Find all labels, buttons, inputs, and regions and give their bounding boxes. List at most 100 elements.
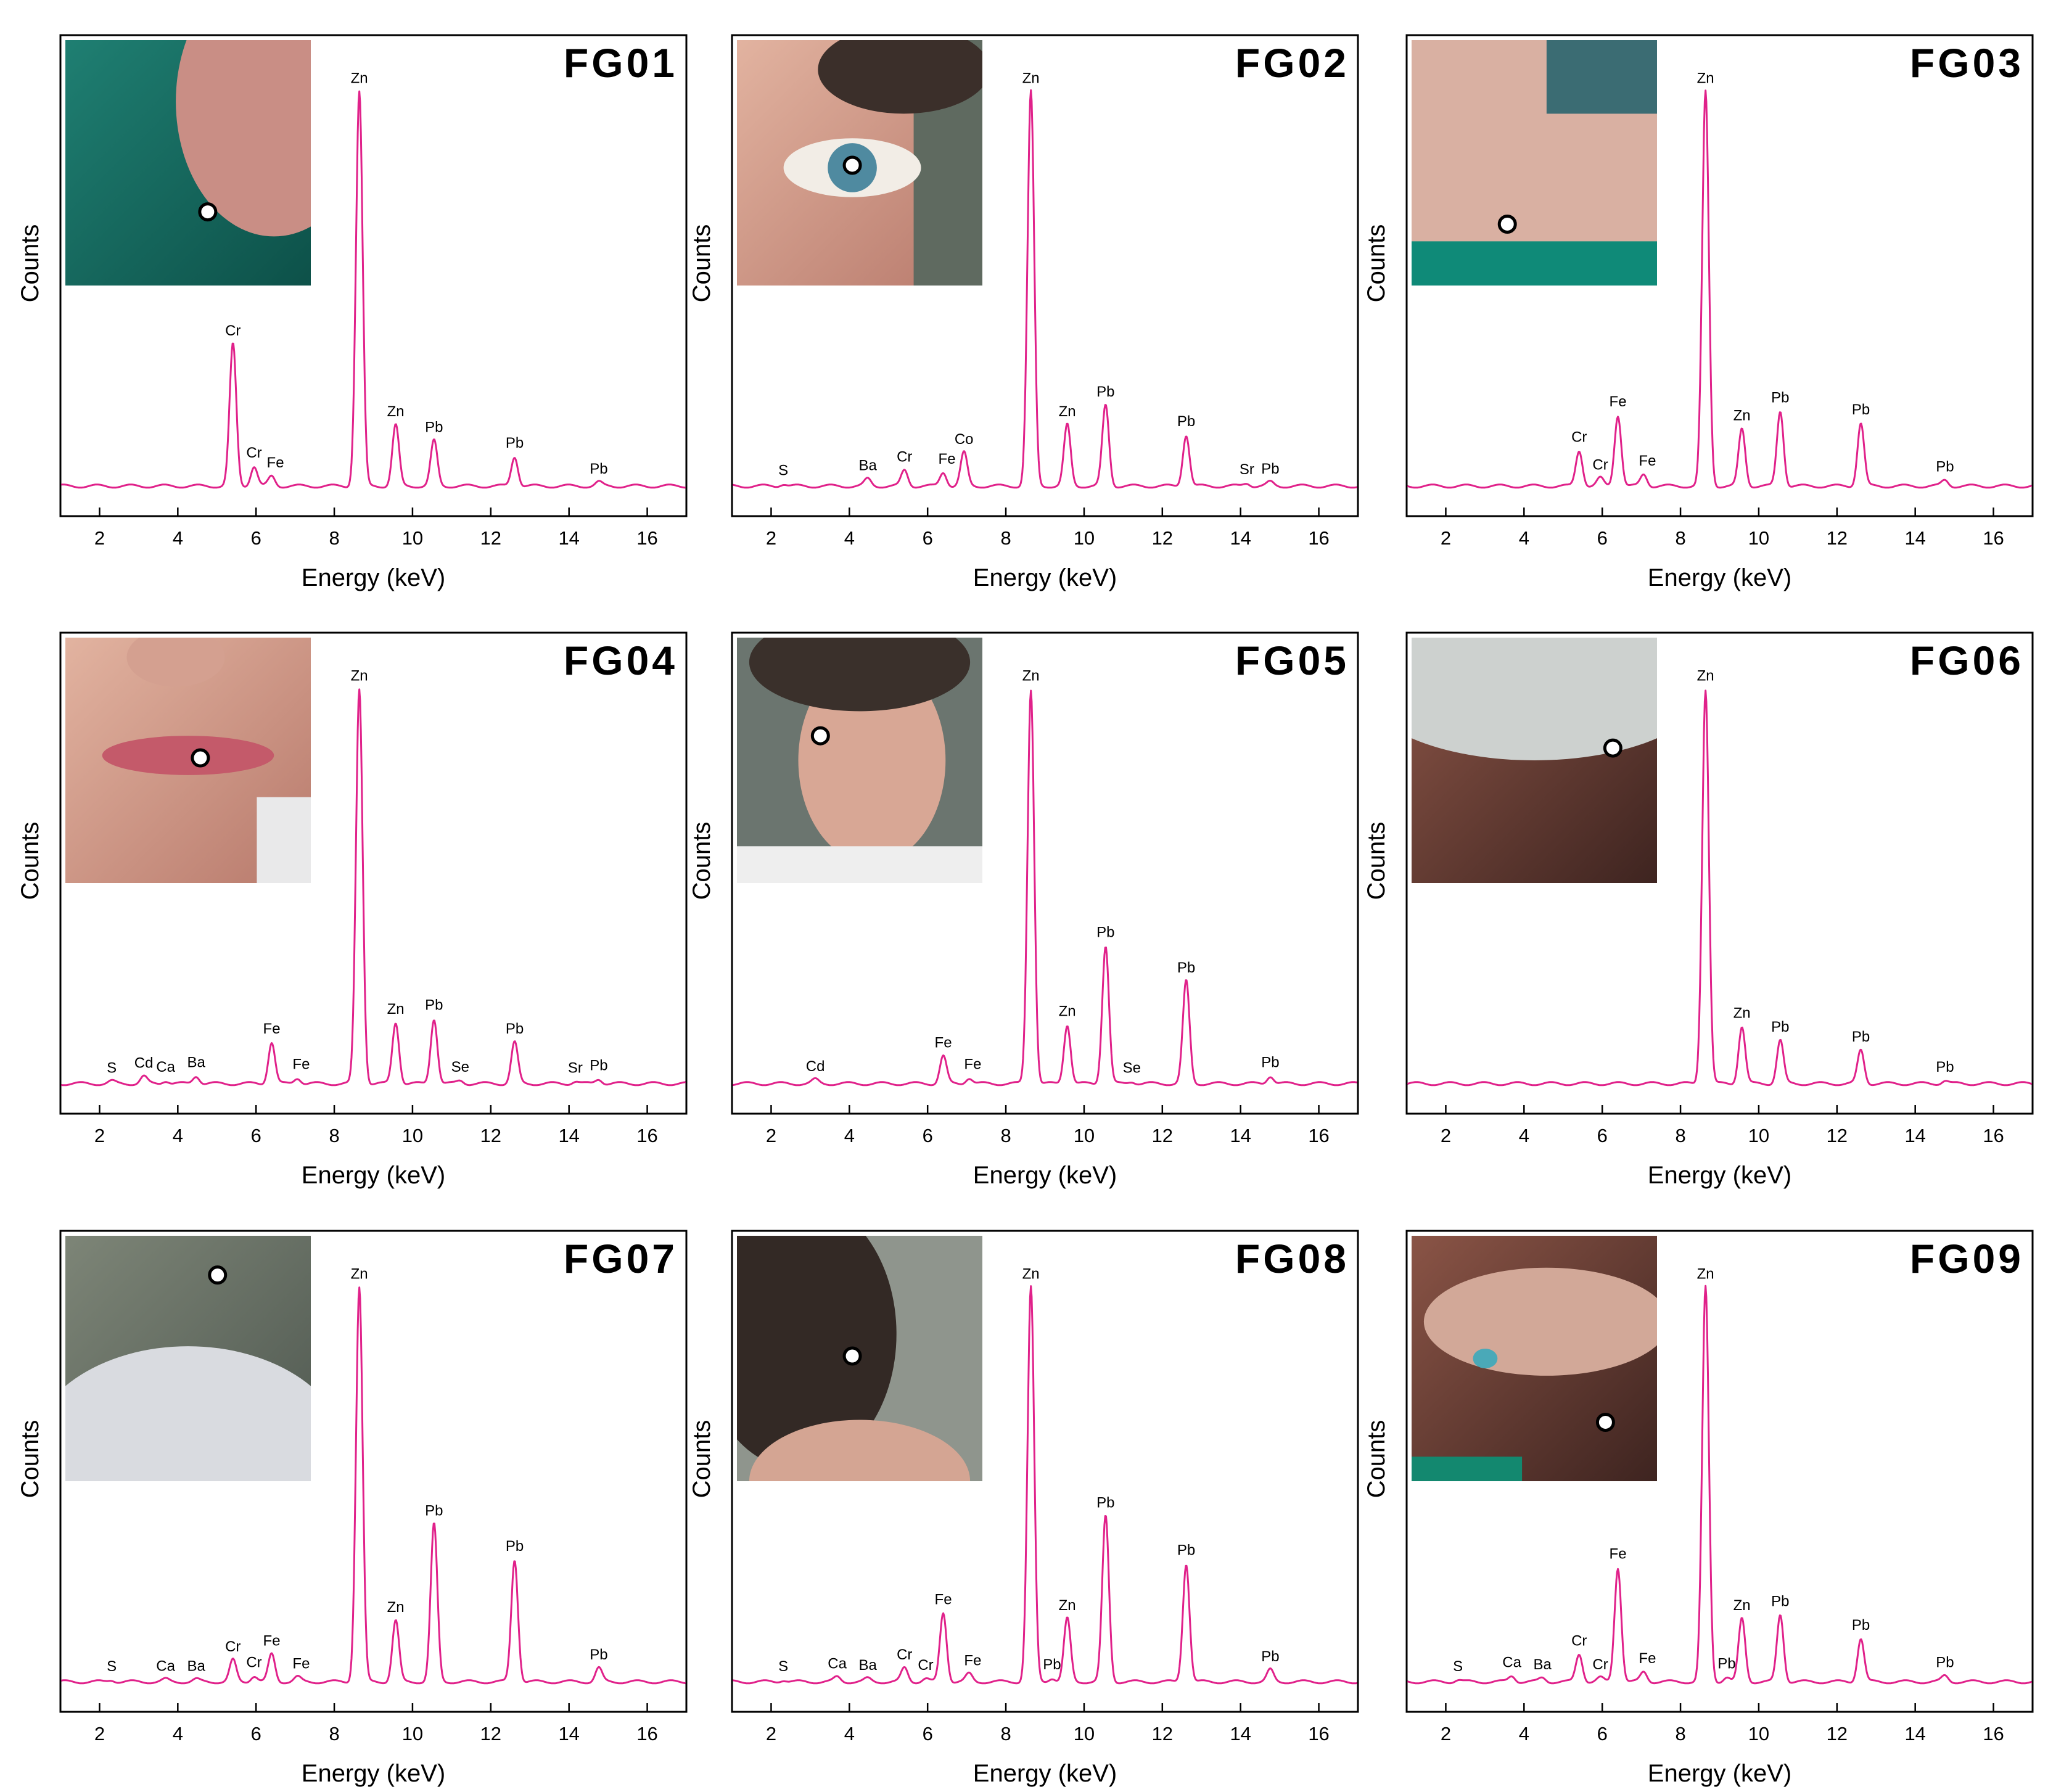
x-tick-label: 2 [766,527,776,549]
panel-title: FG07 [564,1236,678,1281]
peak-label: Cr [1592,1656,1608,1673]
spectrum-line [1407,89,2033,489]
x-tick-label: 16 [1308,1125,1329,1146]
x-tick-label: 4 [173,1723,183,1745]
sample-point-marker [1497,215,1517,234]
peak-label: Pb [506,1021,524,1037]
peak-label: S [107,1658,117,1675]
peak-label: Zn [387,403,405,420]
peak-label: Pb [1177,960,1195,976]
x-tick-label: 14 [1230,1125,1251,1146]
peak-label: Fe [292,1656,310,1672]
inset-photo [65,40,311,286]
peak-label: Pb [1852,1029,1870,1045]
peak-label: Pb [425,1502,443,1519]
x-tick-label: 8 [1675,527,1685,549]
peak-label: Fe [267,454,284,471]
x-tick-label: 12 [1152,1723,1173,1745]
peak-label: Zn [1697,668,1714,684]
peak-label: Pb [425,419,443,436]
peak-label: Ca [156,1658,175,1674]
x-axis-title: Energy (keV) [1648,1760,1791,1787]
plot-frame [1405,34,2034,517]
x-tick-label: 12 [1827,1723,1848,1745]
y-axis-title: Counts [688,822,715,900]
spectrum-line [61,1286,686,1685]
x-axis-title: Energy (keV) [302,1760,445,1787]
peak-label: Fe [1610,1546,1627,1563]
peak-label: Pb [506,1538,524,1555]
peak-label: Pb [1261,1648,1279,1665]
peak-label: Ca [1502,1654,1521,1671]
panel-title: FG09 [1910,1236,2024,1281]
peak-label: Ba [187,1054,205,1071]
peak-label: Ba [858,458,877,474]
plot-frame [731,631,1359,1115]
x-tick-label: 14 [1904,1723,1925,1745]
plot-frame [731,34,1359,517]
y-axis-title: Counts [1363,822,1390,900]
peak-label: Cr [897,1646,912,1663]
peak-label: Cr [1592,456,1608,473]
panel-title: FG02 [1235,40,1349,86]
sample-point-marker [810,726,830,746]
x-tick-label: 16 [636,1723,657,1745]
inset-photo [1412,40,1657,286]
x-tick-label: 6 [251,1723,261,1745]
peak-label: Pb [1096,1495,1114,1511]
x-tick-label: 8 [1000,1723,1011,1745]
x-tick-label: 14 [558,1723,579,1745]
peak-label: Zn [351,668,368,684]
peak-label: Pb [590,1646,607,1663]
x-axis-title: Energy (keV) [973,1760,1117,1787]
plot-frame [1405,1230,2034,1713]
x-tick-label: 2 [1441,1125,1451,1146]
plot-frame [1405,631,2034,1115]
x-tick-label: 8 [1675,1723,1685,1745]
x-tick-label: 6 [1597,1723,1608,1745]
inset-photo [65,638,311,883]
spectrum-panel: 2 4 6 8 10 12 14 16 Energy (keV) Counts FG02 S Ba Cr F… [688,34,1359,591]
x-tick-label: 2 [1441,527,1451,549]
peak-label: Pb [1043,1656,1061,1673]
peak-label: Pb [1177,1542,1195,1558]
x-tick-label: 16 [1983,527,2004,549]
x-tick-label: 2 [94,1723,105,1745]
peak-label: Zn [1059,403,1076,420]
plot-frame [59,631,688,1115]
x-tick-label: 2 [1441,1723,1451,1745]
peak-label: Cr [918,1657,933,1674]
x-tick-label: 4 [173,1125,183,1146]
y-axis-title: Counts [688,224,715,303]
y-axis-title: Counts [17,224,44,303]
x-tick-label: 4 [844,527,855,549]
peak-label: Pb [1096,924,1114,940]
x-tick-label: 14 [558,527,579,549]
x-axis-title: Energy (keV) [1648,564,1791,591]
x-tick-label: 14 [1230,527,1251,549]
spectrum-panel: 2 4 6 8 10 12 14 16 Energy (keV) Counts FG01 Cr Cr Fe… [17,34,688,591]
peak-label: Fe [1610,393,1627,410]
peak-label: Pb [590,1058,607,1074]
x-tick-label: 2 [766,1723,776,1745]
x-tick-label: 16 [636,527,657,549]
peak-label: Sr [1240,461,1254,478]
x-tick-label: 12 [1827,1125,1848,1146]
x-tick-label: 16 [1983,1723,2004,1745]
inset-photo [1412,638,1657,883]
peak-label: Ca [828,1656,847,1672]
x-tick-label: 8 [1000,527,1011,549]
peak-label: Zn [351,1266,368,1283]
peak-label: Pb [1771,390,1789,406]
peak-label: Cd [806,1058,825,1075]
spectrum-line [1407,1284,2033,1685]
panel-title: FG04 [564,638,678,683]
x-tick-label: 6 [1597,527,1608,549]
peak-label: Cr [225,1638,241,1655]
peak-label: Zn [1733,1005,1751,1021]
peak-label: Zn [1022,1266,1040,1283]
x-tick-label: 14 [1904,1125,1925,1146]
x-tick-label: 10 [402,1723,423,1745]
peak-label: Sr [568,1059,583,1076]
peak-label: Cr [897,449,912,466]
